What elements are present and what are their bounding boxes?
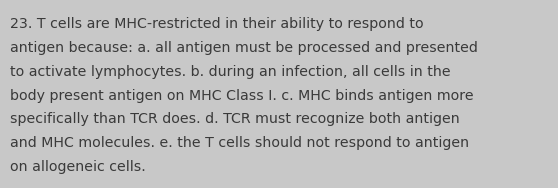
Text: 23. T cells are MHC-restricted in their ability to respond to: 23. T cells are MHC-restricted in their … <box>10 17 424 31</box>
Text: antigen because: a. all antigen must be processed and presented: antigen because: a. all antigen must be … <box>10 41 478 55</box>
Text: and MHC molecules. e. the T cells should not respond to antigen: and MHC molecules. e. the T cells should… <box>10 136 469 150</box>
Text: on allogeneic cells.: on allogeneic cells. <box>10 160 146 174</box>
Text: specifically than TCR does. d. TCR must recognize both antigen: specifically than TCR does. d. TCR must … <box>10 112 460 126</box>
Text: body present antigen on MHC Class I. c. MHC binds antigen more: body present antigen on MHC Class I. c. … <box>10 89 474 102</box>
Text: to activate lymphocytes. b. during an infection, all cells in the: to activate lymphocytes. b. during an in… <box>10 65 451 79</box>
